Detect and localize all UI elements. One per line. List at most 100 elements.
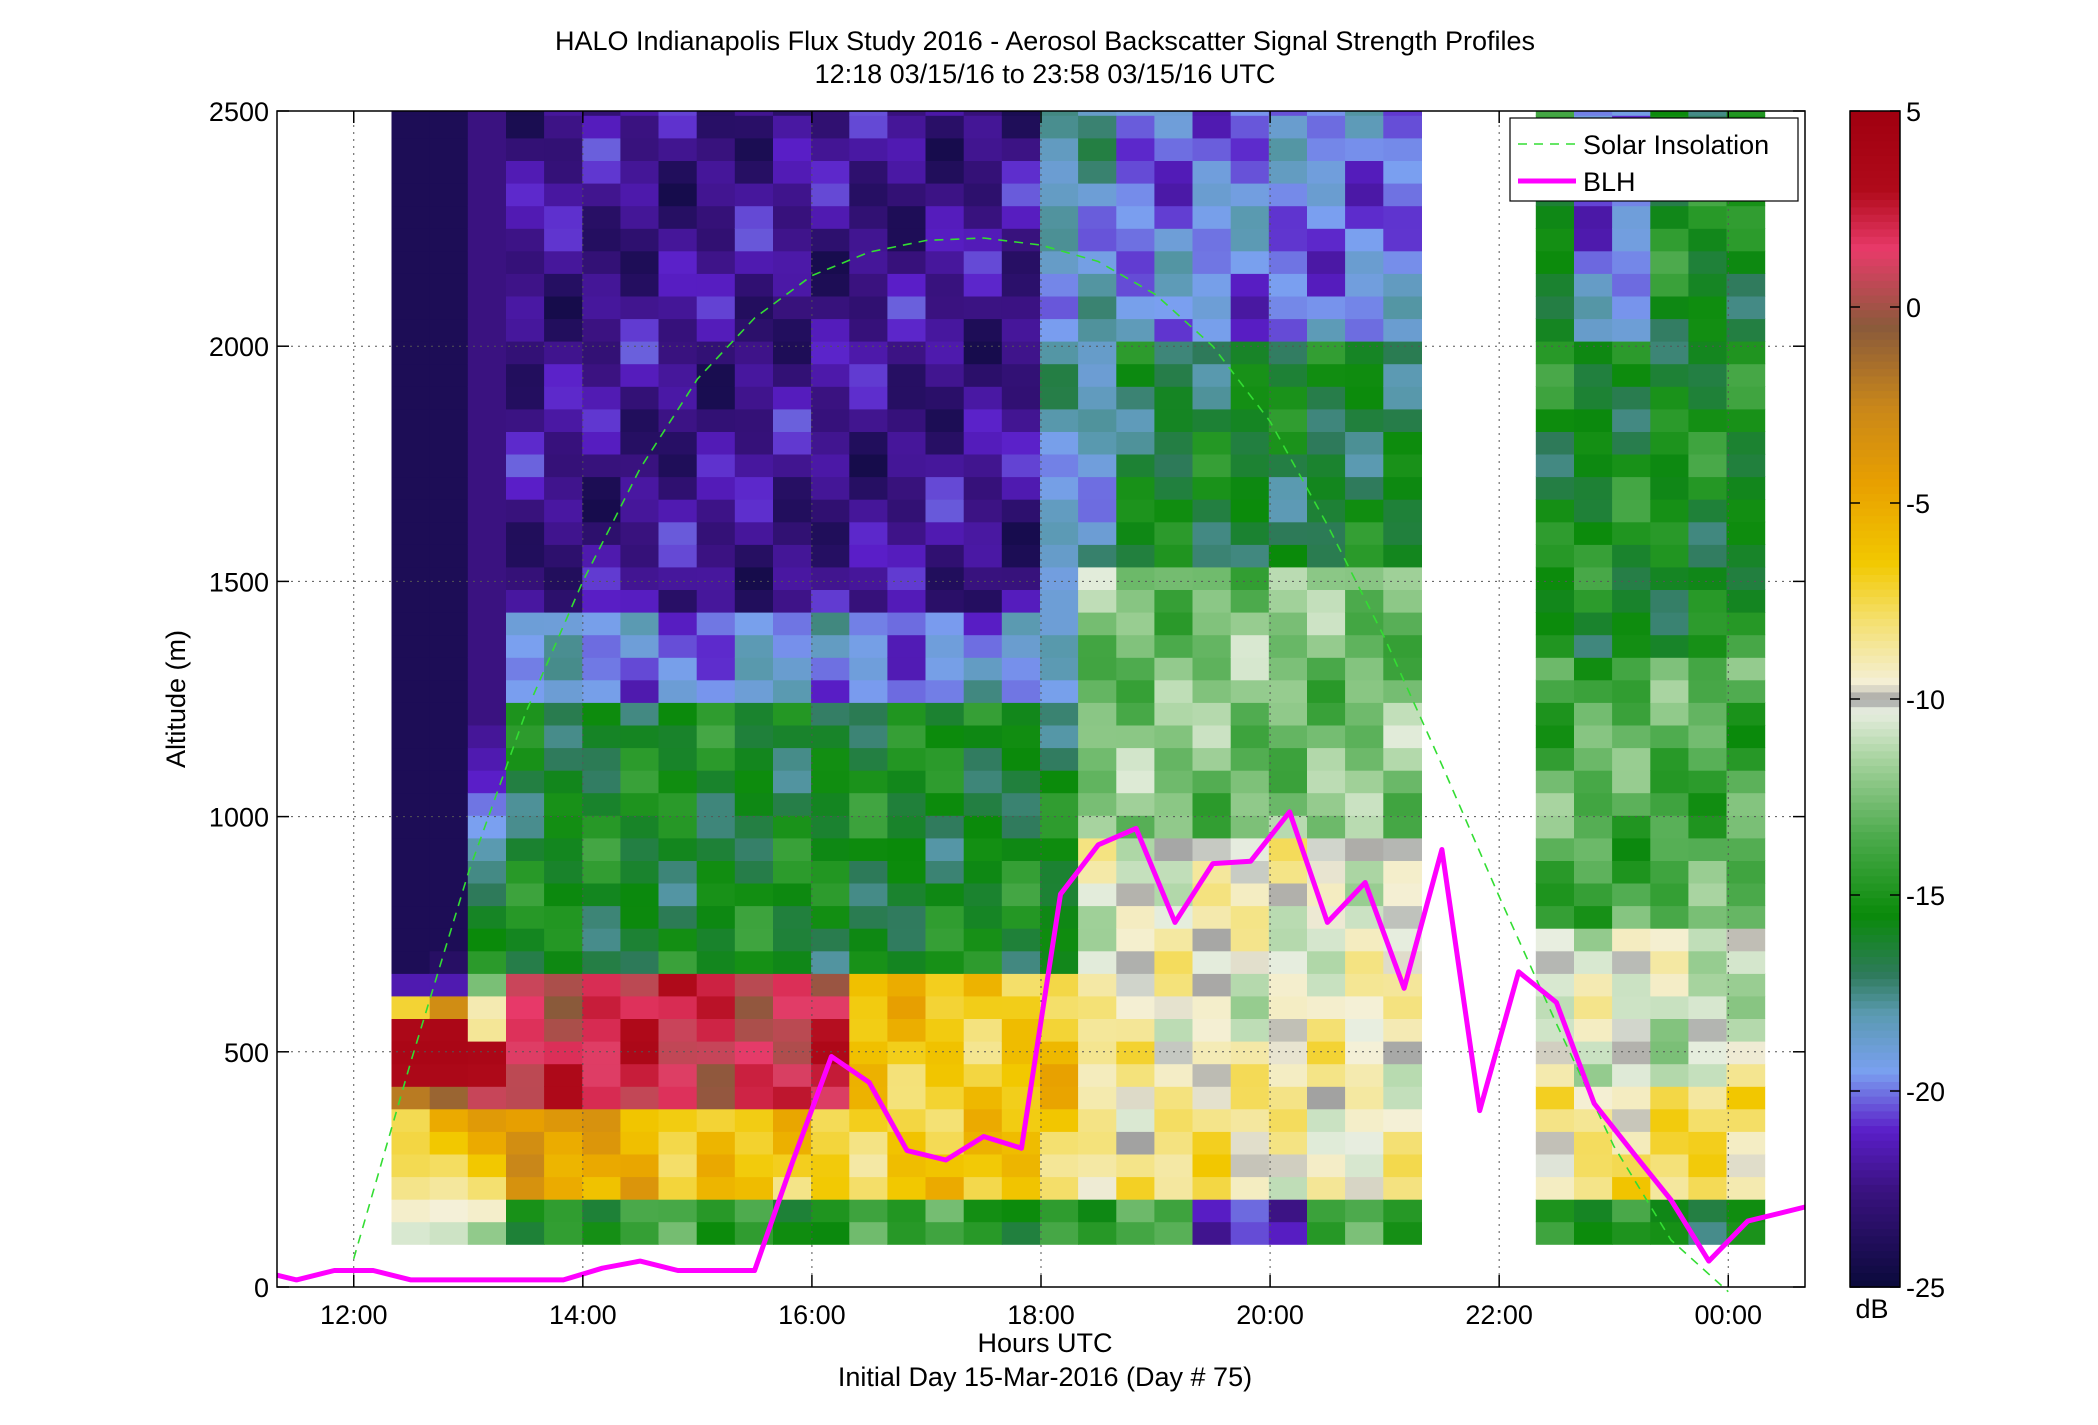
heatmap-cell [925,431,965,455]
heatmap-cell [773,363,812,387]
heatmap-cell [429,1176,469,1200]
colorbar-segment [1850,456,1900,465]
heatmap-cell [1726,860,1766,884]
heatmap-cell [1268,973,1308,997]
heatmap-cell [1230,1063,1270,1087]
heatmap-cell [467,815,507,839]
heatmap-cell [696,521,736,545]
heatmap-cell [1650,860,1689,884]
heatmap-cell [1307,111,1346,116]
heatmap-cell [1612,250,1651,274]
heatmap-cell [1192,905,1232,929]
heatmap-cell [658,544,698,568]
heatmap-cell [1268,702,1308,726]
heatmap-cell [849,1131,888,1155]
heatmap-cell [544,1086,583,1110]
heatmap-cell [620,544,660,568]
heatmap-cell [734,634,774,658]
heatmap-cell [849,341,888,365]
colorbar-segment [1850,978,1900,987]
heatmap-cell [391,250,431,274]
heatmap-cell [1192,724,1232,749]
heatmap-cell [1612,679,1651,703]
heatmap-cell [963,183,1003,207]
heatmap-cell [1040,702,1079,726]
heatmap-cell [811,792,850,816]
heatmap-cell [506,612,545,636]
heatmap-cell [544,250,583,274]
heatmap-cell [620,1221,660,1245]
heatmap-cell [1154,521,1194,545]
heatmap-cell [1307,724,1346,749]
heatmap-cell [925,115,965,139]
heatmap-cell [391,295,431,320]
heatmap-cell [1307,453,1346,478]
heatmap-cell [1230,318,1270,342]
heatmap-cell [544,679,583,703]
heatmap-cell [429,205,469,229]
heatmap-cell [696,1153,736,1178]
heatmap-cell [391,1199,431,1223]
heatmap-cell [1268,657,1308,681]
heatmap-cell [849,431,888,455]
heatmap-cell [849,1221,888,1245]
heatmap-cell [1078,950,1117,974]
heatmap-cell [429,250,469,274]
heatmap-cell [1307,341,1346,365]
heatmap-cell [925,634,965,658]
heatmap-cell [1612,386,1651,410]
heatmap-cell [429,702,469,726]
heatmap-cell [1154,792,1194,816]
heatmap-cell [734,1108,774,1132]
heatmap-cell [658,499,698,523]
x-tick-label: 18:00 [1007,1300,1075,1330]
heatmap-cell [696,205,736,229]
heatmap-cell [696,1018,736,1042]
heatmap-cell [1383,860,1422,884]
colorbar-segment [1850,309,1900,318]
heatmap-cell [544,995,583,1019]
heatmap-cell [582,837,621,861]
heatmap-cell [1230,905,1270,929]
heatmap-cell [582,589,621,613]
heatmap-cell [429,973,469,997]
heatmap-cell [1650,634,1689,658]
heatmap-cell [1650,589,1689,613]
heatmap-cell [544,341,583,365]
colorbar-segment [1850,684,1900,693]
heatmap-cell [1116,566,1155,590]
heatmap-cell [1574,702,1613,726]
heatmap-cell [1535,386,1575,410]
heatmap-cell [582,544,621,568]
heatmap-cell [1345,183,1384,207]
heatmap-cell [734,386,774,410]
colorbar-segment [1850,177,1900,186]
heatmap-cell [1192,1063,1232,1087]
colorbar-segment [1850,1022,1900,1031]
heatmap-cell [963,111,1003,116]
heatmap-cell [1688,1131,1728,1155]
heatmap-cell [582,453,621,478]
heatmap-cell [1040,837,1079,861]
heatmap-cell [1116,634,1155,658]
heatmap-cell [506,1041,545,1065]
heatmap-cell [1307,1176,1346,1200]
heatmap-cell [1535,679,1575,703]
heatmap-cell [1078,499,1117,523]
heatmap-cell [467,408,507,432]
heatmap-cell [658,115,698,139]
heatmap-cell [773,679,812,703]
heatmap-cell [658,205,698,229]
heatmap-cell [696,453,736,478]
heatmap-cell [429,1018,469,1042]
heatmap-cell [1383,228,1422,252]
heatmap-cell [1154,657,1194,681]
heatmap-cell [506,1086,545,1110]
heatmap-cell [467,183,507,207]
heatmap-cell [1612,1041,1651,1065]
heatmap-cell [811,1041,850,1065]
heatmap-cell [1345,318,1384,342]
heatmap-cell [963,1086,1003,1110]
heatmap-cell [506,137,545,161]
heatmap-cell [1001,363,1041,387]
